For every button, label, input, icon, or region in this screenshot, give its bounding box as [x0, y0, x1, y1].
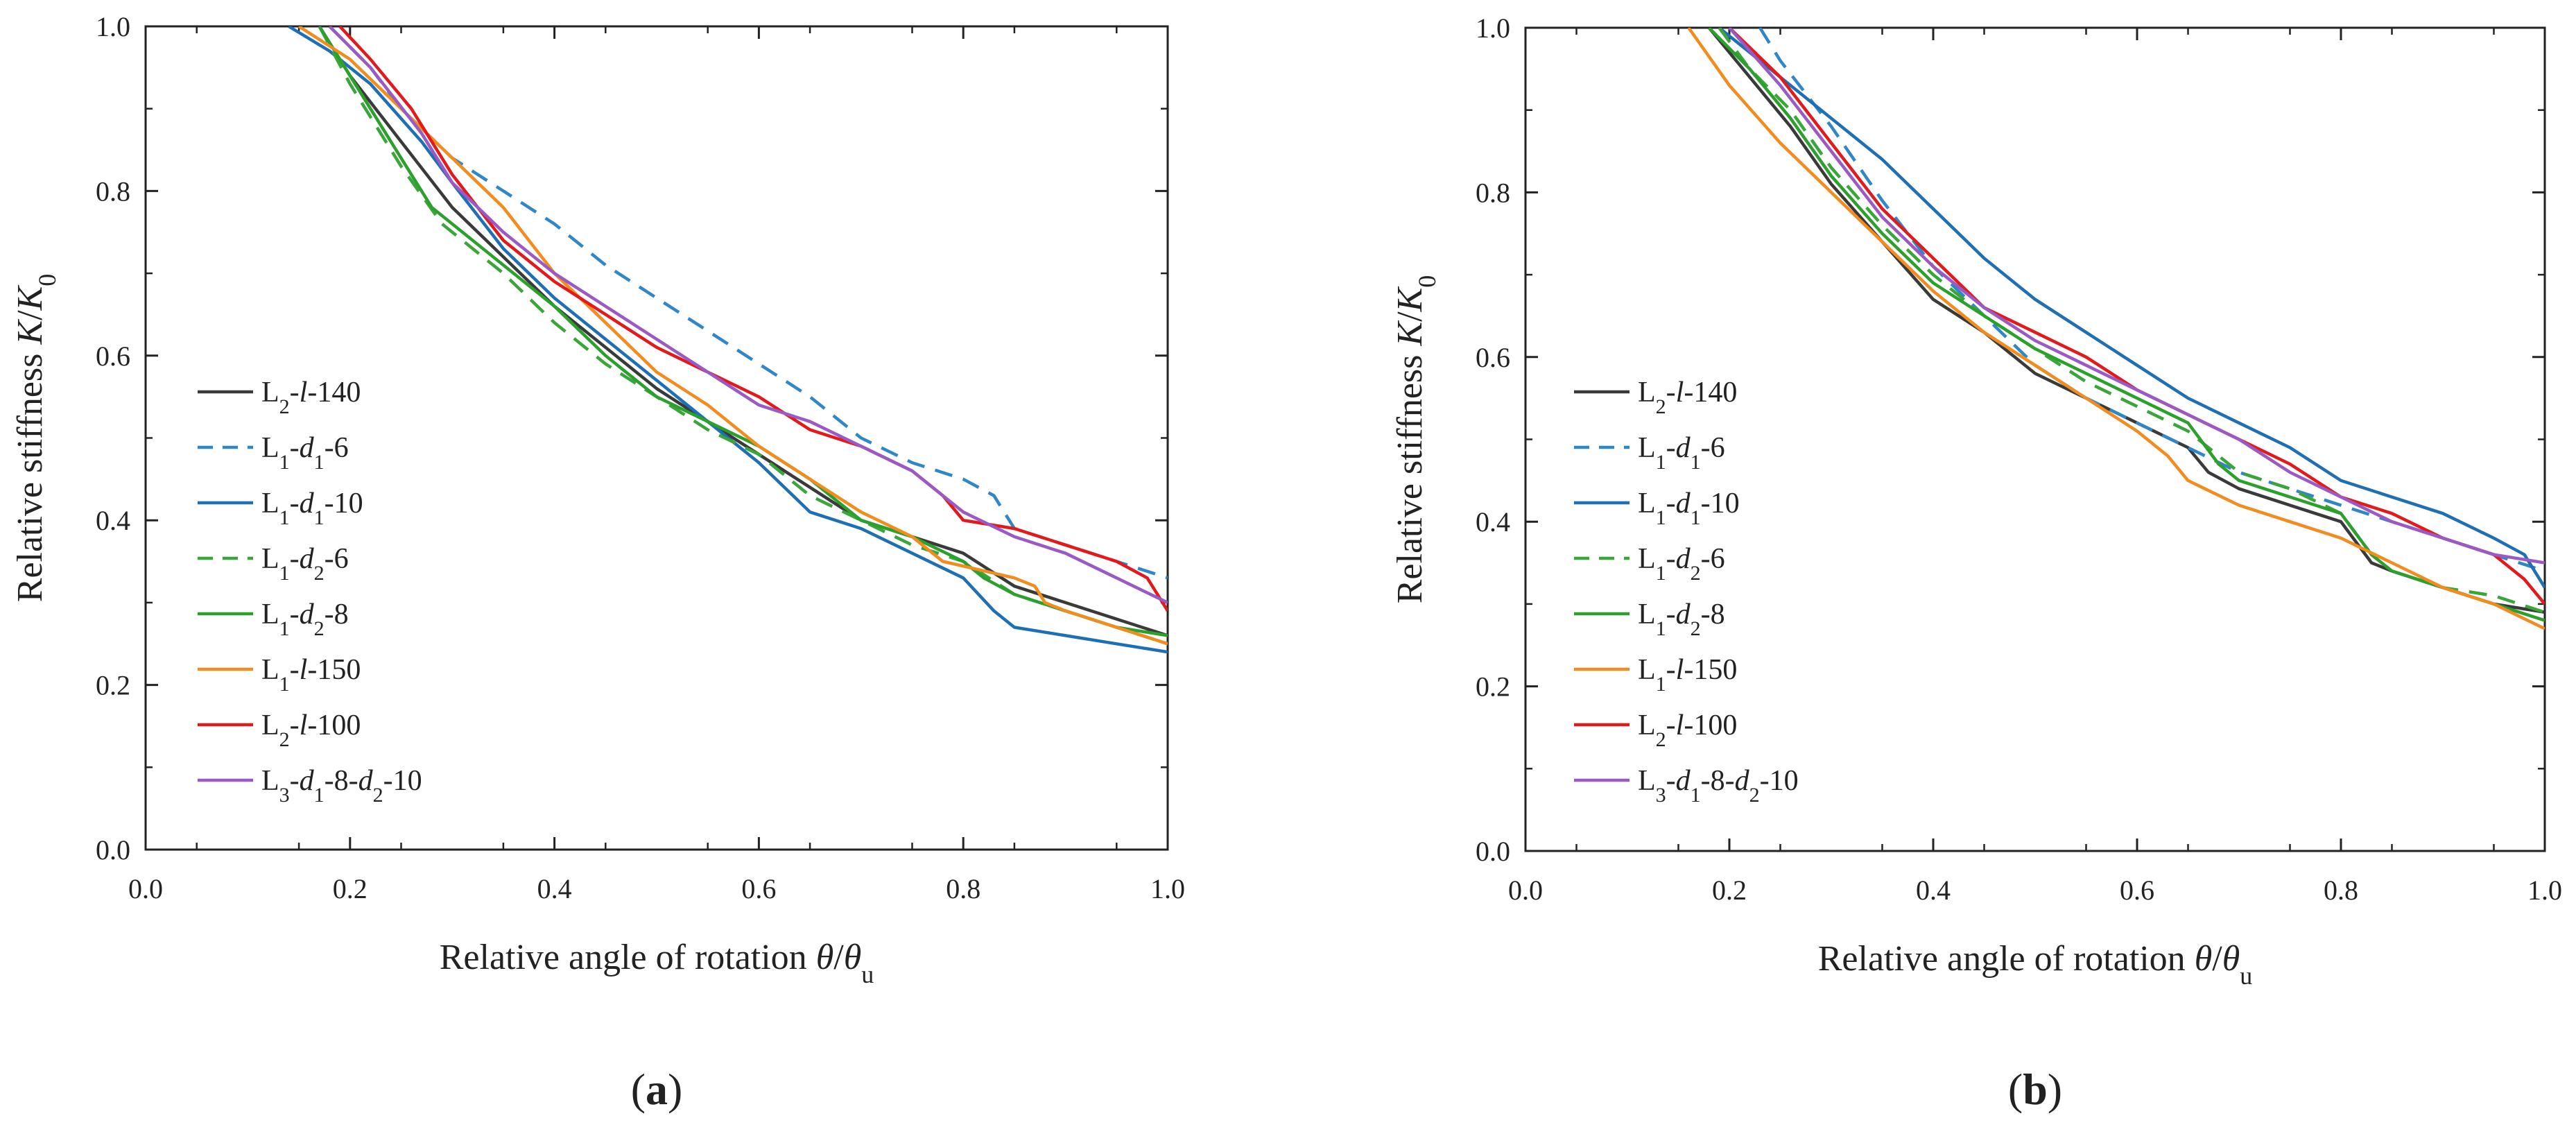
legend-label: L1-d1-10: [1638, 488, 1740, 529]
legend-label: L1-d2-6: [261, 543, 349, 585]
legend-label: L2-l-140: [261, 377, 361, 418]
series-line-L1-l-150: [297, 26, 1168, 646]
legend-label: L2-l-100: [1638, 709, 1737, 751]
series-line-L3-d1-8-d2-10: [1728, 28, 2545, 565]
legend-label: L1-d2-8: [261, 599, 349, 640]
y-tick-label: 0.4: [96, 505, 130, 536]
y-tick-label: 1.0: [1476, 12, 1510, 44]
chart-panel-1: 0.0 0.2 0.4 0.6 0.8 1.0 0.0 0.2 0.4 0.6 0.8 1.0 Rela…: [10, 11, 1185, 1114]
x-axis-title: Relative angle of rotation θ/θu: [1818, 939, 2252, 990]
legend-label: L1-d1-6: [1638, 432, 1725, 474]
x-tick-label: 0.6: [2120, 875, 2154, 906]
legend-label: L1-d1-10: [261, 488, 363, 529]
x-tick-label: 0.0: [128, 873, 163, 904]
y-tick-label: 0.2: [1476, 671, 1510, 703]
x-tick-label: 0.6: [741, 873, 776, 904]
series-line-L1-d2-6: [318, 26, 1168, 646]
y-tick-label: 0.6: [96, 341, 130, 372]
y-tick-label: 1.0: [96, 11, 130, 42]
panel-label: (a): [631, 1065, 683, 1114]
y-tick-label: 0.0: [96, 834, 130, 866]
x-tick-label: 0.4: [537, 873, 572, 904]
y-axis-title: Relative stiffness K/K0: [1390, 275, 1441, 603]
series-line-L2-l-140: [318, 26, 1168, 637]
legend-label: L3-d1-8-d2-10: [1638, 765, 1799, 807]
y-tick-label: 0.0: [1476, 836, 1510, 867]
legend-label: L1-l-150: [261, 654, 361, 696]
y-tick-label: 0.8: [96, 175, 130, 207]
y-tick-label: 0.4: [1476, 506, 1510, 537]
legend-label: L1-d1-6: [261, 432, 349, 474]
y-tick-label: 0.6: [1476, 342, 1510, 373]
y-tick-label: 0.2: [96, 670, 130, 701]
x-tick-label: 0.2: [333, 873, 368, 904]
x-tick-label: 0.8: [946, 873, 980, 904]
panels: 0.0 0.2 0.4 0.6 0.8 1.0 0.0 0.2 0.4 0.6 0.8 1.0 Rela…: [10, 11, 2562, 1114]
x-tick-label: 0.2: [1712, 875, 1747, 906]
x-tick-label: 1.0: [1150, 873, 1185, 904]
y-tick-label: 0.8: [1476, 177, 1510, 208]
series-line-L1-d1-10: [1718, 28, 2545, 589]
panel-label: (b): [2008, 1065, 2062, 1114]
legend-label: L2-l-100: [261, 709, 361, 751]
x-tick-label: 1.0: [2527, 875, 2562, 906]
legend-label: L1-d2-6: [1638, 543, 1725, 585]
legend-label: L2-l-140: [1638, 377, 1737, 418]
x-tick-label: 0.0: [1508, 875, 1543, 906]
series-line-L3-d1-8-d2-10: [328, 26, 1168, 604]
legend-label: L1-l-150: [1638, 654, 1737, 696]
legend-label: L3-d1-8-d2-10: [261, 765, 422, 807]
legend-label: L1-d2-8: [1638, 599, 1725, 640]
x-tick-label: 0.8: [2324, 875, 2358, 906]
y-axis-title: Relative stiffness K/K0: [10, 274, 61, 602]
chart-panel-2: 0.0 0.2 0.4 0.6 0.8 1.0 0.0 0.2 0.4 0.6 0.8 1.0 Rela…: [1390, 12, 2562, 1114]
series-line-L1-d2-8: [1708, 28, 2545, 622]
x-axis-title: Relative angle of rotation θ/θu: [440, 938, 874, 988]
x-tick-label: 0.4: [1916, 875, 1951, 906]
series-line-L1-l-150: [1687, 28, 2545, 630]
